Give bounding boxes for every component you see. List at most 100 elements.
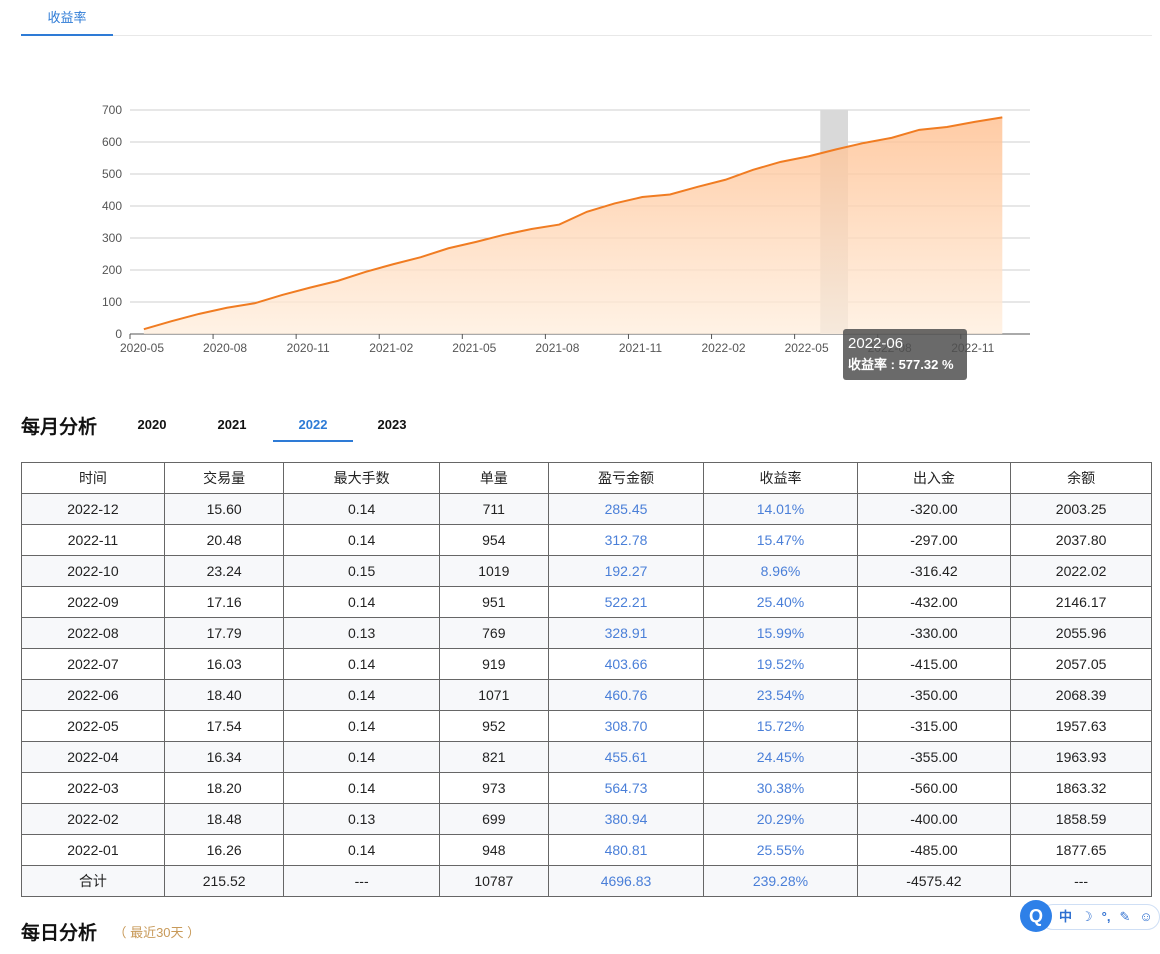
x-tick-label: 2022-02 xyxy=(702,341,746,355)
cell-deposit-withdraw: -432.00 xyxy=(856,586,1012,618)
cell-return: 14.01% xyxy=(703,493,858,525)
col-header-orders: 单量 xyxy=(438,462,549,494)
cell-max-lots: 0.13 xyxy=(283,803,440,835)
cell-profit: 328.91 xyxy=(547,617,705,649)
cell-profit: 192.27 xyxy=(547,555,705,587)
year-tab-2021[interactable]: 2021 xyxy=(217,417,247,432)
y-tick-label: 400 xyxy=(102,199,122,213)
ime-chinese-mode[interactable]: 中 xyxy=(1059,909,1073,924)
x-tick-label: 2022-05 xyxy=(785,341,829,355)
top-tab-bar: 收益率 xyxy=(21,0,1152,36)
cell-profit: 480.81 xyxy=(547,834,705,866)
cell-volume: 16.26 xyxy=(163,834,285,866)
year-tab-2022[interactable]: 2022 xyxy=(273,408,353,442)
y-tick-label: 100 xyxy=(102,295,122,309)
cell-balance: 1877.65 xyxy=(1010,834,1152,866)
cell-max-lots: 0.15 xyxy=(283,555,440,587)
cell-max-lots: --- xyxy=(283,865,440,897)
cell-profit: 455.61 xyxy=(547,741,705,773)
cell-deposit-withdraw: -315.00 xyxy=(856,710,1012,742)
cell-deposit-withdraw: -415.00 xyxy=(856,648,1012,680)
cell-volume: 18.40 xyxy=(163,679,285,711)
cell-deposit-withdraw: -316.42 xyxy=(856,555,1012,587)
ime-emoji-icon[interactable]: ☺ xyxy=(1139,909,1153,924)
cell-time: 2022-04 xyxy=(21,741,165,773)
x-tick-label: 2021-08 xyxy=(535,341,579,355)
ime-punctuation-icon[interactable]: °, xyxy=(1101,909,1111,924)
cell-volume: 16.34 xyxy=(163,741,285,773)
col-header-time: 时间 xyxy=(21,462,165,494)
tooltip-value-line: 收益率 : 577.32 % xyxy=(848,357,954,372)
cell-time: 合计 xyxy=(21,865,165,897)
table-row: 2022-08 17.79 0.13 769 328.91 15.99% -330.00 20… xyxy=(21,617,1152,649)
return-rate-chart: 0 100 200 300 400 500 600 700 2020-05 2020-08 2020… xyxy=(0,80,1160,380)
cell-orders: 769 xyxy=(438,617,549,649)
tooltip-label: 收益率 xyxy=(848,357,888,372)
cell-orders: 711 xyxy=(438,493,549,525)
cell-balance: 2022.02 xyxy=(1010,555,1152,587)
table-header-row: 时间 交易量 最大手数 单量 盈亏金额 收益率 出入金 余额 xyxy=(21,462,1152,494)
cell-balance: 2003.25 xyxy=(1010,493,1152,525)
y-tick-label: 200 xyxy=(102,263,122,277)
table-row: 2022-07 16.03 0.14 919 403.66 19.52% -415.00 20… xyxy=(21,648,1152,680)
cell-orders: 821 xyxy=(438,741,549,773)
cell-return: 20.29% xyxy=(703,803,858,835)
cell-time: 2022-02 xyxy=(21,803,165,835)
cell-orders: 973 xyxy=(438,772,549,804)
tooltip-date: 2022-06 xyxy=(848,335,904,352)
cell-balance: 1858.59 xyxy=(1010,803,1152,835)
cell-deposit-withdraw: -4575.42 xyxy=(856,865,1012,897)
year-tab-2020[interactable]: 2020 xyxy=(137,417,167,432)
cell-max-lots: 0.14 xyxy=(283,741,440,773)
cell-balance: 2057.05 xyxy=(1010,648,1152,680)
cell-return: 23.54% xyxy=(703,679,858,711)
tab-return-rate[interactable]: 收益率 xyxy=(21,0,113,36)
table-row: 2022-03 18.20 0.14 973 564.73 30.38% -560.00 18… xyxy=(21,772,1152,804)
cell-profit: 564.73 xyxy=(547,772,705,804)
cell-orders: 952 xyxy=(438,710,549,742)
cell-volume: 17.16 xyxy=(163,586,285,618)
cell-max-lots: 0.14 xyxy=(283,834,440,866)
table-row: 2022-09 17.16 0.14 951 522.21 25.40% -432.00 21… xyxy=(21,586,1152,618)
cell-max-lots: 0.14 xyxy=(283,586,440,618)
y-tick-label: 600 xyxy=(102,135,122,149)
cell-return: 24.45% xyxy=(703,741,858,773)
cell-profit: 312.78 xyxy=(547,524,705,556)
cell-time: 2022-09 xyxy=(21,586,165,618)
year-tab-2023[interactable]: 2023 xyxy=(377,417,407,432)
x-tick-label: 2020-08 xyxy=(203,341,247,355)
col-header-return: 收益率 xyxy=(703,462,858,494)
cell-return: 239.28% xyxy=(703,865,858,897)
cell-deposit-withdraw: -560.00 xyxy=(856,772,1012,804)
y-tick-label: 0 xyxy=(115,327,122,341)
table-body: 2022-12 15.60 0.14 711 285.45 14.01% -320.00 20… xyxy=(21,493,1152,897)
table-row: 2022-05 17.54 0.14 952 308.70 15.72% -315.00 19… xyxy=(21,710,1152,742)
cell-profit: 380.94 xyxy=(547,803,705,835)
col-header-profit: 盈亏金额 xyxy=(547,462,705,494)
chart-tooltip: 2022-06 收益率 : 577.32 % xyxy=(843,329,967,380)
cell-deposit-withdraw: -350.00 xyxy=(856,679,1012,711)
ime-tool-icon[interactable]: ✎ xyxy=(1119,909,1131,924)
ime-toolbar[interactable]: 中 ☽ °, ✎ ☺ Q xyxy=(1020,900,1160,932)
table-row: 2022-11 20.48 0.14 954 312.78 15.47% -297.00 20… xyxy=(21,524,1152,556)
ime-moon-icon[interactable]: ☽ xyxy=(1081,909,1093,924)
cell-deposit-withdraw: -320.00 xyxy=(856,493,1012,525)
cell-profit: 4696.83 xyxy=(547,865,705,897)
chart-svg: 0 100 200 300 400 500 600 700 2020-05 2020-08 2020… xyxy=(102,103,1030,355)
x-tick-label: 2020-05 xyxy=(120,341,164,355)
cell-orders: 954 xyxy=(438,524,549,556)
ime-body[interactable]: 中 ☽ °, ✎ ☺ xyxy=(1040,904,1160,930)
cell-balance: 1863.32 xyxy=(1010,772,1152,804)
cell-return: 8.96% xyxy=(703,555,858,587)
monthly-analysis-title: 每月分析 xyxy=(21,417,98,438)
y-tick-label: 500 xyxy=(102,167,122,181)
cell-orders: 951 xyxy=(438,586,549,618)
cell-orders: 699 xyxy=(438,803,549,835)
y-tick-label: 700 xyxy=(102,103,122,117)
cell-deposit-withdraw: -330.00 xyxy=(856,617,1012,649)
cell-deposit-withdraw: -485.00 xyxy=(856,834,1012,866)
cell-time: 2022-07 xyxy=(21,648,165,680)
x-tick-label: 2021-02 xyxy=(369,341,413,355)
monthly-analysis-header: 每月分析 2020 2021 2022 2023 xyxy=(21,408,1152,442)
ime-logo-icon[interactable]: Q xyxy=(1020,900,1052,932)
